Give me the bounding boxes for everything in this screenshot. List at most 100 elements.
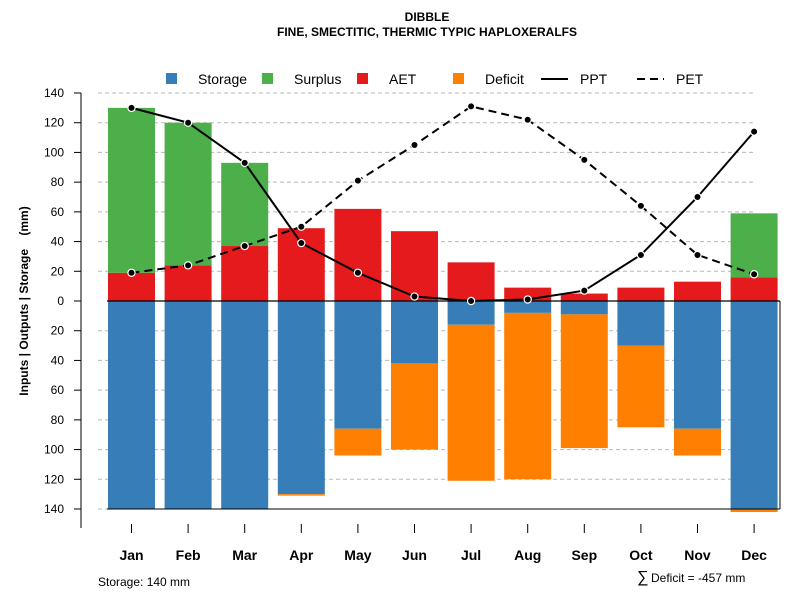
legend-label-storage: Storage	[198, 71, 247, 87]
deficit-bar	[391, 363, 438, 450]
legend-swatch-deficit	[453, 73, 464, 84]
y-tick-label: 140	[44, 502, 64, 516]
deficit-bar	[277, 494, 325, 496]
aet-bar	[674, 281, 721, 301]
x-tick-label: Sep	[571, 547, 597, 563]
x-tick-label: Jan	[119, 547, 143, 563]
storage-bar	[277, 301, 325, 495]
deficit-bar	[560, 314, 608, 449]
surplus-bar	[730, 213, 778, 278]
storage-bar	[674, 301, 721, 429]
legend-label-surplus: Surplus	[294, 71, 341, 87]
pet-point	[183, 261, 193, 270]
ppt-point	[353, 268, 363, 277]
y-tick-label: 80	[51, 175, 65, 189]
storage-bar	[391, 301, 438, 364]
surplus-bar	[108, 107, 155, 273]
pet-point	[693, 250, 702, 260]
pet-point	[580, 155, 589, 165]
pet-point	[410, 140, 419, 150]
y-tick-label: 120	[44, 116, 64, 130]
deficit-bar	[674, 428, 721, 456]
legend: Storage Surplus AET Deficit PPT PET	[166, 71, 704, 87]
y-tick-label: 60	[51, 383, 65, 397]
y-tick-label: 120	[44, 472, 64, 486]
ppt-point	[127, 103, 136, 113]
legend-label-deficit: Deficit	[485, 71, 524, 87]
aet-bar	[334, 208, 382, 301]
deficit-bar	[504, 312, 552, 480]
ppt-point	[749, 127, 759, 136]
pet-point	[636, 201, 646, 211]
y-tick-label: 40	[51, 353, 65, 367]
legend-label-aet: AET	[389, 71, 417, 87]
ppt-point	[183, 118, 193, 127]
storage-note: Storage: 140 mm	[98, 575, 190, 589]
x-tick-label: May	[344, 547, 371, 563]
x-tick-label: Apr	[289, 547, 314, 563]
legend-swatch-aet	[357, 73, 368, 84]
storage-bar	[447, 301, 495, 325]
pet-point	[127, 268, 136, 277]
ppt-point	[523, 295, 532, 304]
axis-layer: 140 120 100 80 60 40 20 0 20 40 60 80 100 120 140 Jan Fe…	[44, 86, 781, 563]
pet-point	[523, 115, 532, 124]
pet-point	[297, 222, 306, 231]
y-axis-label: Inputs | Outputs | Storage (mm)	[17, 206, 31, 395]
x-tick-label: Nov	[684, 547, 711, 563]
aet-bar	[617, 287, 665, 301]
x-tick-label: Jun	[402, 547, 427, 563]
chart-subtitle: FINE, SMECTITIC, THERMIC TYPIC HAPLOXERA…	[277, 25, 577, 39]
y-tick-label: 60	[51, 205, 65, 219]
legend-label-ppt: PPT	[580, 71, 608, 87]
ppt-point	[466, 296, 476, 306]
deficit-bar	[447, 324, 495, 481]
ppt-point	[240, 158, 249, 168]
storage-bar	[108, 301, 155, 509]
y-tick-label: 100	[44, 443, 64, 457]
y-tick-label: 140	[44, 86, 64, 100]
pet-point	[240, 241, 249, 251]
y-tick-label: 20	[51, 264, 65, 278]
storage-bar	[334, 301, 382, 429]
x-tick-label: Oct	[629, 547, 653, 563]
aet-bar	[221, 246, 269, 301]
aet-bar	[108, 272, 155, 301]
y-tick-label: 20	[51, 324, 65, 338]
deficit-bar	[730, 509, 778, 512]
x-tick-label: Aug	[514, 547, 541, 563]
surplus-bar	[221, 162, 269, 247]
y-tick-label: 40	[51, 235, 65, 249]
deficit-sum-symbol: ∑	[637, 569, 648, 586]
bar-layer	[108, 107, 778, 512]
storage-bar	[221, 301, 269, 509]
chart-title: DIBBLE	[405, 10, 450, 24]
x-tick-label: Dec	[741, 547, 767, 563]
pet-point	[466, 102, 476, 111]
pet-point	[749, 270, 759, 279]
deficit-bar	[617, 345, 665, 428]
surplus-bar	[164, 122, 212, 266]
y-tick-label: 100	[44, 145, 64, 159]
storage-bar	[164, 301, 212, 509]
legend-swatch-surplus	[262, 73, 273, 84]
storage-bar	[504, 301, 552, 313]
pet-line	[131, 105, 755, 276]
ppt-point	[410, 292, 419, 301]
y-tick-label: 80	[51, 413, 65, 427]
aet-bar	[447, 262, 495, 301]
aet-bar	[560, 293, 608, 301]
aet-bar	[164, 265, 212, 301]
legend-swatch-storage	[166, 73, 177, 84]
ppt-line	[131, 106, 755, 303]
storage-bar	[730, 301, 778, 509]
legend-label-pet: PET	[676, 71, 704, 87]
storage-bar	[560, 301, 608, 315]
y-tick-label: 0	[57, 294, 64, 308]
ppt-point	[693, 192, 702, 202]
storage-bar	[617, 301, 665, 346]
deficit-bar	[334, 428, 382, 456]
deficit-note: Deficit = -457 mm	[651, 571, 745, 585]
ppt-point	[636, 250, 646, 260]
